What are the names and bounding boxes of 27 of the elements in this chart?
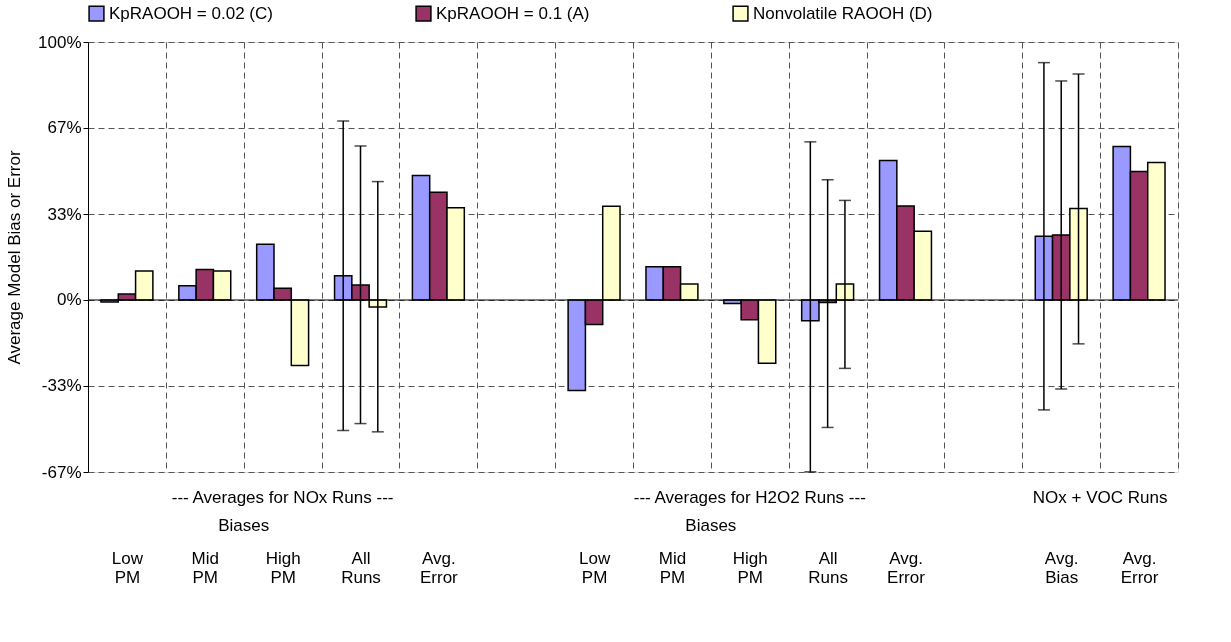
legend-label: Nonvolatile RAOOH (D) [753,3,933,23]
x-tick-label: Low PM [111,548,144,587]
x-tick-label: All Runs [808,548,848,587]
x-tick-label: Mid PM [191,548,219,587]
y-axis-title: Average Model Bias or Error [5,150,25,365]
y-tick-label: -33% [41,376,82,396]
y-tick-label: 0% [56,290,82,310]
y-tick-label: -67% [41,462,82,482]
text: NOx + VOC Runs [1032,488,1168,507]
x-tick-label: All Runs [341,548,381,587]
x-tick-label: Avg. Error [1120,548,1159,587]
x-tick-label: Mid PM [658,548,687,587]
x-tick-label: Avg. Error [887,548,926,587]
text: --- Averages for H2O2 Runs --- [633,488,866,507]
x-tick-label: Avg. Bias [1044,548,1079,587]
x-tick-label: High PM [732,548,768,587]
text: Biases [685,516,737,535]
legend-label: KpRAOOH = 0.1 (A) [436,3,590,23]
x-tick-label: Avg. Error [419,548,459,587]
text: --- Averages for NOx Runs --- [171,488,394,507]
x-tick-label: Low PM [578,548,611,587]
legend-label: KpRAOOH = 0.02 (C) [109,3,273,23]
y-tick-label: 33% [47,204,82,224]
y-tick-label: 67% [47,118,82,138]
text: Biases [218,516,270,535]
x-tick-label: High PM [265,548,301,587]
y-tick-label: 100% [38,32,82,52]
